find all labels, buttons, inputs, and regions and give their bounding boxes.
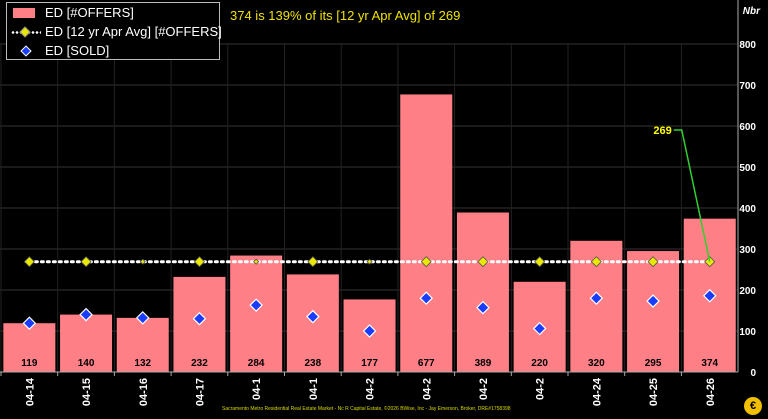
legend-label-average: ED [12 yr Apr Avg] [#OFFERS] — [45, 24, 222, 39]
bar — [400, 94, 453, 373]
sold-marker — [646, 294, 660, 308]
sold-marker — [476, 300, 490, 315]
bar-value-label: 677 — [418, 358, 435, 369]
x-tick-label: 04-16 — [138, 378, 150, 406]
x-tick-label: 04-25 — [648, 378, 660, 406]
x-tick-label: 04-1 — [308, 378, 320, 400]
bar-value-label: 320 — [588, 358, 605, 369]
x-tick-label: 04-1 — [251, 378, 263, 400]
average-marker — [477, 256, 489, 268]
average-marker — [253, 258, 260, 265]
average-marker — [193, 256, 206, 268]
offers-swatch — [13, 8, 35, 18]
sold-marker — [589, 291, 604, 306]
legend-label-sold: ED [SOLD] — [45, 43, 110, 58]
y-axis-unit-label: Nbr — [742, 6, 760, 17]
x-tick-label: 04-2 — [478, 378, 490, 400]
chart-headline: 374 is 139% of its [12 yr Apr Avg] of 26… — [230, 8, 461, 23]
bar-value-label: 374 — [701, 358, 718, 369]
bar-value-labels: 119 140 132 232 284 238 177 677 389 220 320 295 374 — [21, 358, 718, 369]
x-tick-label: 04-2 — [421, 378, 433, 400]
y-tick-label: 0 — [750, 368, 756, 379]
y-tick-label: 300 — [739, 245, 756, 256]
legend-item-average: ED [12 yr Apr Avg] [#OFFERS] — [7, 23, 222, 41]
bar-series — [3, 94, 736, 373]
bar-value-label: 177 — [361, 358, 378, 369]
bar-value-label: 220 — [531, 358, 548, 369]
legend-item-sold: ED [SOLD] — [7, 42, 219, 60]
y-tick-label: 100 — [739, 327, 756, 338]
y-axis: 0 100 200 300 400 500 600 700 800 — [737, 0, 756, 379]
average-marker — [590, 256, 602, 268]
average-marker — [647, 256, 659, 268]
average-marker — [366, 258, 373, 265]
sold-marker — [135, 311, 150, 325]
bar-value-label: 389 — [475, 358, 492, 369]
average-marker — [23, 256, 35, 268]
y-tick-label: 200 — [739, 286, 756, 297]
average-marker — [307, 256, 319, 268]
average-marker — [139, 258, 146, 265]
y-tick-label: 600 — [739, 122, 756, 133]
x-tick-label: 04-26 — [705, 378, 717, 406]
bar-value-label: 140 — [78, 358, 95, 369]
bar-value-label: 232 — [191, 358, 208, 369]
sold-marker — [79, 307, 93, 322]
y-tick-label: 700 — [739, 81, 756, 92]
bar — [230, 255, 283, 372]
brand-logo-icon: € — [744, 397, 762, 415]
x-tick-label: 04-15 — [81, 378, 93, 406]
y-tick-label: 800 — [739, 40, 756, 51]
x-tick-label: 04-2 — [365, 378, 377, 400]
average-marker — [80, 256, 92, 268]
bar-value-label: 238 — [305, 358, 322, 369]
x-tick-label: 04-2 — [535, 378, 547, 400]
footer-credit: Sacramento Metro Residential Real Estate… — [222, 406, 511, 412]
sold-series — [22, 288, 717, 338]
bar — [3, 323, 56, 372]
bar — [116, 317, 169, 372]
bar-value-label: 284 — [248, 358, 265, 369]
average-marker — [534, 256, 546, 268]
legend-item-offers: ED [#OFFERS] — [7, 4, 219, 22]
y-tick-label: 500 — [739, 163, 756, 174]
sold-marker — [22, 316, 37, 331]
x-axis: 04-14 04-15 04-16 04-17 04-1 04-1 04-2 04-2 04-2… — [0, 371, 738, 406]
average-marker — [420, 256, 432, 268]
blue-diamond-icon — [20, 45, 32, 57]
sold-marker — [306, 309, 320, 324]
bar-value-label: 295 — [645, 358, 662, 369]
sold-marker — [249, 298, 263, 313]
sold-marker — [702, 288, 717, 303]
bar — [60, 314, 113, 372]
sold-marker — [362, 324, 377, 338]
bar — [456, 212, 509, 372]
legend-label-offers: ED [#OFFERS] — [45, 5, 134, 20]
average-line-series — [23, 256, 716, 268]
x-tick-label: 04-14 — [24, 377, 36, 406]
y-tick-label: 400 — [739, 204, 756, 215]
sold-marker — [419, 291, 434, 306]
legend: ED [#OFFERS] ED [12 yr Apr Avg] [#OFFERS… — [6, 2, 222, 60]
sold-marker — [192, 311, 207, 326]
sold-marker — [532, 321, 547, 336]
average-callout: 269 — [653, 125, 711, 262]
bar — [627, 251, 680, 372]
average-callout-label: 269 — [653, 125, 671, 137]
bar-value-label: 119 — [21, 358, 38, 369]
x-tick-label: 04-24 — [591, 377, 603, 406]
average-callout-leader — [673, 129, 711, 262]
yellow-diamond-icon — [19, 26, 31, 38]
bar-value-label: 132 — [134, 358, 151, 369]
x-tick-label: 04-17 — [194, 378, 206, 406]
